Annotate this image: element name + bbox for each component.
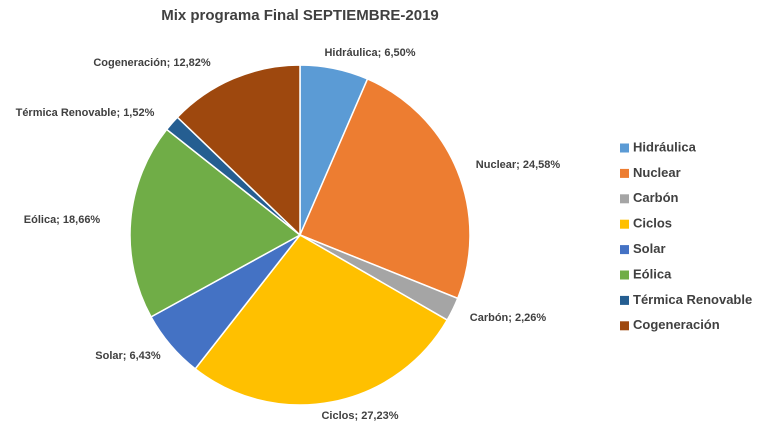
legend-label: Térmica Renovable <box>633 292 752 307</box>
legend-label: Carbón <box>633 190 679 205</box>
legend-label: Solar <box>633 241 666 256</box>
legend-swatch <box>620 168 629 178</box>
legend-label: Hidráulica <box>633 139 697 154</box>
data-label: Eólica; 18,66% <box>24 214 101 226</box>
pie-slice <box>176 64 301 237</box>
data-label: Ciclos; 27,23% <box>321 410 398 422</box>
legend-swatch <box>620 321 629 331</box>
data-label: Solar; 6,43% <box>95 350 161 362</box>
pie-slice <box>299 77 471 300</box>
legend-swatch <box>620 270 629 280</box>
legend-swatch <box>620 219 629 229</box>
data-label: Hidráulica; 6,50% <box>324 47 415 59</box>
data-label: Nuclear; 24,58% <box>476 159 561 171</box>
legend-swatch <box>620 295 629 305</box>
legend-label: Eólica <box>633 266 672 281</box>
pie-slice <box>194 234 449 406</box>
data-label: Cogeneración; 12,82% <box>93 57 211 69</box>
legend-label: Cogeneración <box>633 317 720 332</box>
legend-swatch <box>620 143 629 153</box>
data-label: Térmica Renovable; 1,52% <box>16 107 155 119</box>
pie-slice <box>129 128 302 318</box>
legend-swatch <box>620 194 629 204</box>
legend-label: Ciclos <box>633 216 672 231</box>
chart-title: Mix programa Final SEPTIEMBRE-2019 <box>161 7 439 24</box>
legend-swatch <box>620 245 629 255</box>
data-label: Carbón; 2,26% <box>470 312 547 324</box>
legend-label: Nuclear <box>633 165 681 180</box>
